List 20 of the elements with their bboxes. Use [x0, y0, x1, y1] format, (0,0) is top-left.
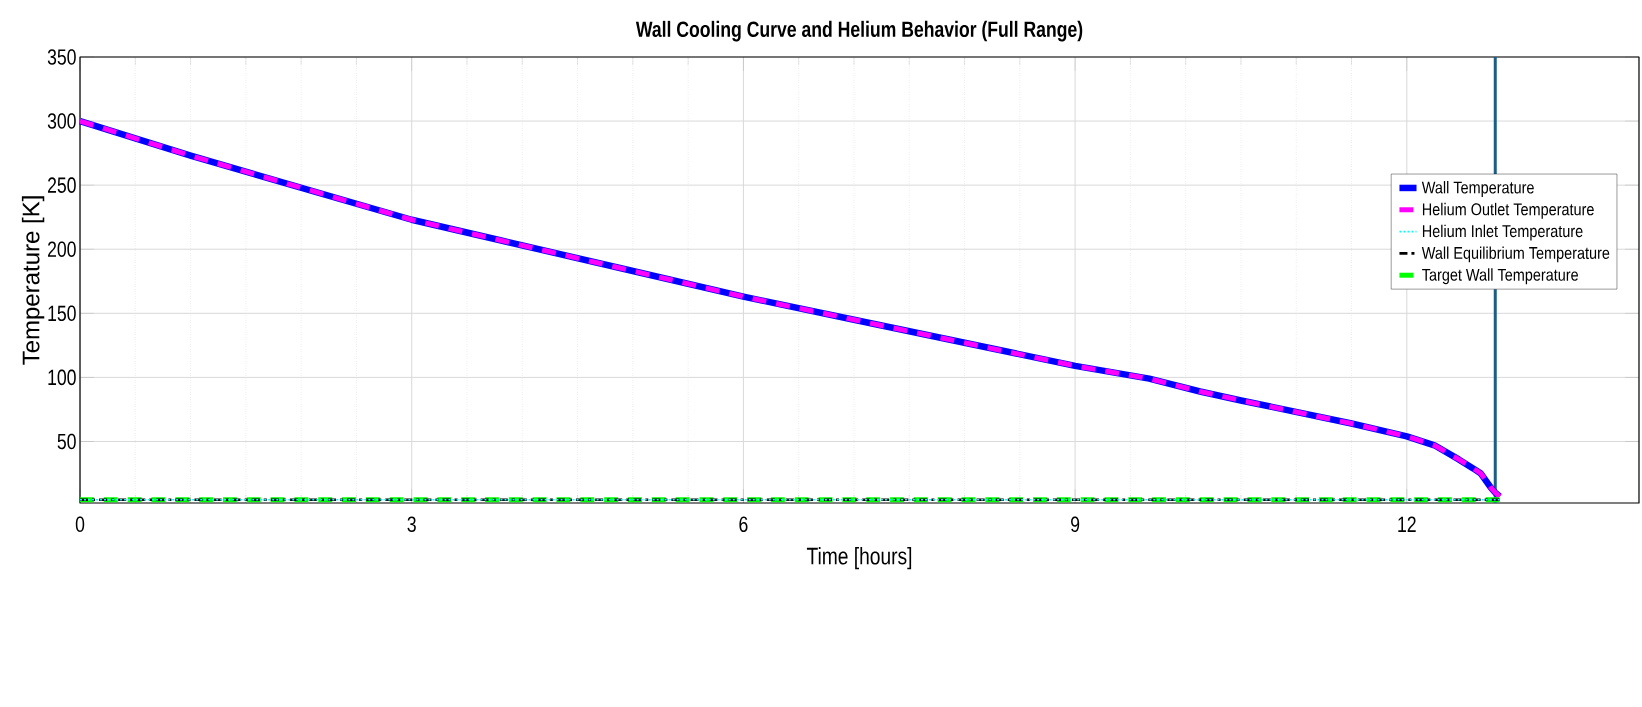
y-tick-label: 50: [57, 433, 76, 450]
y-tick-label: 300: [47, 113, 76, 129]
x-tick-label: 6: [739, 516, 748, 533]
legend-label: Helium Outlet Temperature: [1422, 202, 1594, 219]
x-axis-title: Time [hours]: [806, 546, 912, 570]
y-tick-label: 150: [48, 305, 76, 322]
y-tick-label: 200: [48, 241, 76, 258]
x-tick-label: 12: [1398, 516, 1416, 532]
legend-label: Helium Inlet Temperature: [1422, 224, 1583, 241]
x-tick-label: 9: [1071, 516, 1080, 533]
x-tick-label: 0: [75, 516, 85, 533]
legend-label: Wall Temperature: [1421, 181, 1534, 197]
y-tick-label: 350: [47, 49, 76, 65]
x-tick-label: 3: [407, 516, 416, 533]
y-tick-label: 250: [48, 177, 76, 193]
legend-label: Wall Equilibrium Temperature: [1421, 246, 1610, 263]
y-axis-title: Temperature [K]: [21, 196, 45, 365]
chart-title: Wall Cooling Curve and Helium Behavior (Full Range): [635, 20, 1083, 42]
y-tick-label: 100: [48, 369, 76, 386]
legend-label: Target Wall Temperature: [1422, 268, 1578, 285]
